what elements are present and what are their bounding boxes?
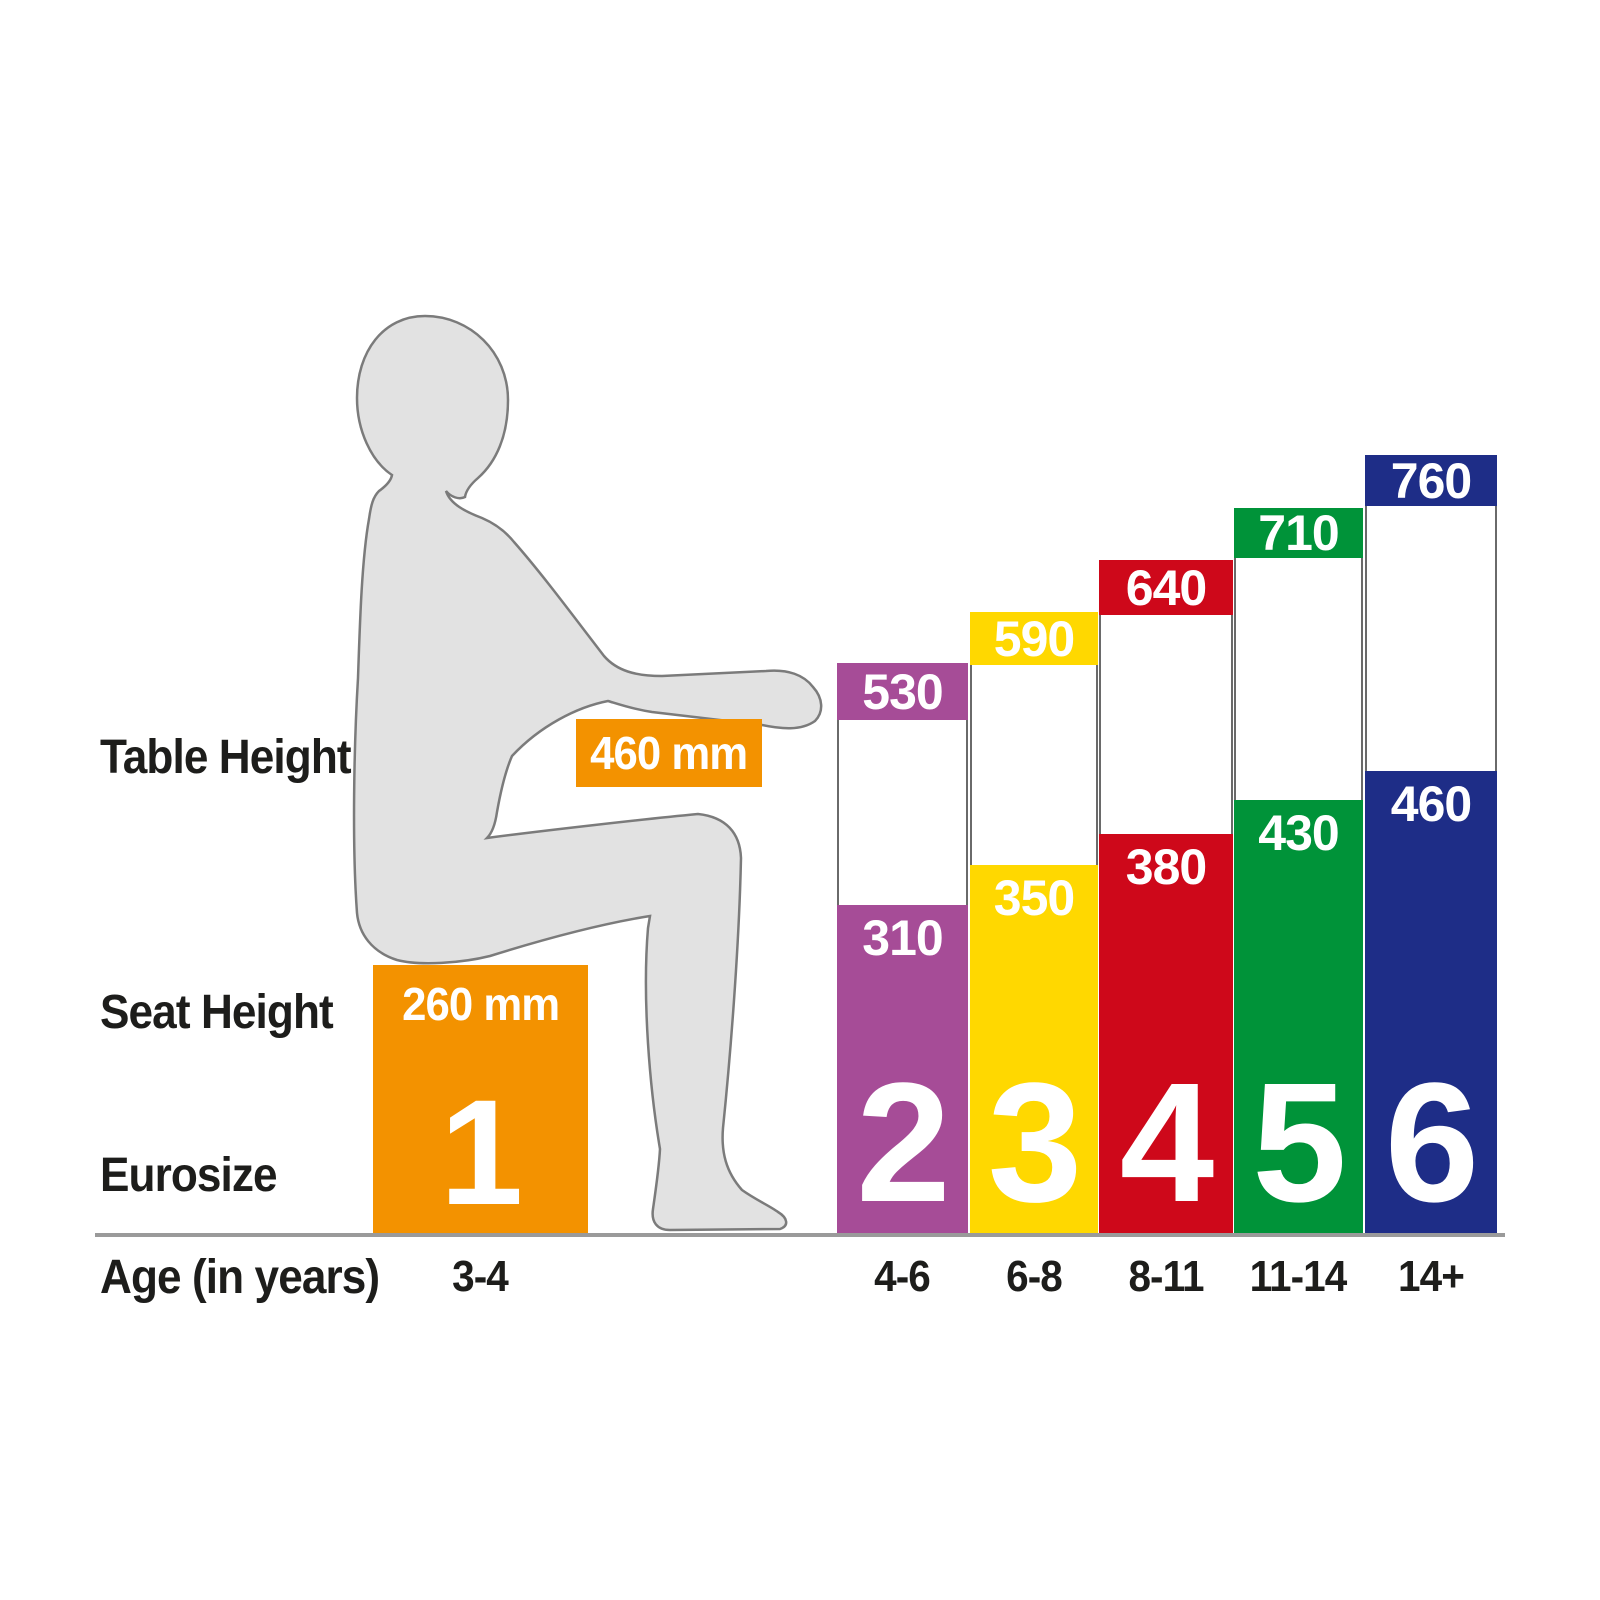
size3-gap-segment (970, 665, 1098, 865)
eurosize-number: 3 (987, 1047, 1083, 1238)
age-value-size4: 8-11 (1128, 1252, 1204, 1301)
age-value-size3: 6-8 (1006, 1252, 1063, 1301)
eurosize-number: 1 (439, 1068, 523, 1236)
size6-table-height-segment: 760 (1365, 453, 1497, 509)
size5-table-height-segment: 710 (1234, 505, 1363, 561)
size5-seat-height-segment: 430 5 (1234, 800, 1363, 1233)
size3-seat-height-segment: 350 3 (970, 865, 1098, 1233)
size5-seat-height-value: 430 (1258, 805, 1339, 861)
size1-seat-block: 260 mm 1 (373, 965, 588, 1233)
eurosize-number: 4 (1119, 1047, 1215, 1238)
age-value-size1: 3-4 (452, 1252, 509, 1301)
size2-column: 530 310 2 (837, 663, 968, 1233)
age-value-size5: 11-14 (1249, 1252, 1348, 1301)
size1-table-height-badge: 460 mm (576, 719, 762, 787)
size1-table-height-value: 460 mm (590, 727, 748, 779)
size2-seat-height-value: 310 (862, 910, 943, 966)
size4-gap-segment (1099, 615, 1233, 834)
age-label: Age (in years) (100, 1251, 380, 1304)
size4-seat-height-segment: 380 4 (1099, 834, 1233, 1233)
age-value-size6: 14+ (1398, 1252, 1465, 1301)
size6-column: 760 460 6 (1365, 453, 1497, 1233)
size6-seat-height-value: 460 (1390, 776, 1472, 832)
size2-seat-height-segment: 310 2 (837, 905, 968, 1233)
size1-seat-height-value: 260 mm (401, 978, 560, 1030)
size5-gap-segment (1234, 558, 1363, 800)
size5-column: 710 430 5 (1234, 505, 1363, 1233)
size4-table-height-segment: 640 (1099, 560, 1233, 616)
eurosize-label: Eurosize (100, 1149, 278, 1202)
size2-table-height-segment: 530 (837, 663, 968, 720)
eurosize-number: 6 (1384, 1047, 1480, 1238)
floor-baseline (95, 1233, 1505, 1237)
size6-seat-height-segment: 460 6 (1365, 771, 1497, 1233)
size4-column: 640 380 4 (1099, 560, 1233, 1233)
size3-seat-height-value: 350 (993, 870, 1075, 926)
age-value-size2: 4-6 (874, 1252, 931, 1301)
size2-gap-segment (837, 720, 968, 905)
size6-gap-segment (1365, 506, 1497, 771)
table-height-label: Table Height (100, 731, 352, 784)
size4-seat-height-value: 380 (1125, 839, 1207, 895)
eurosize-number: 2 (856, 1047, 951, 1238)
size3-table-height-segment: 590 (970, 611, 1098, 667)
seat-height-label: Seat Height (100, 986, 334, 1039)
eurosize-number: 5 (1252, 1047, 1347, 1238)
size3-column: 590 350 3 (970, 611, 1098, 1233)
